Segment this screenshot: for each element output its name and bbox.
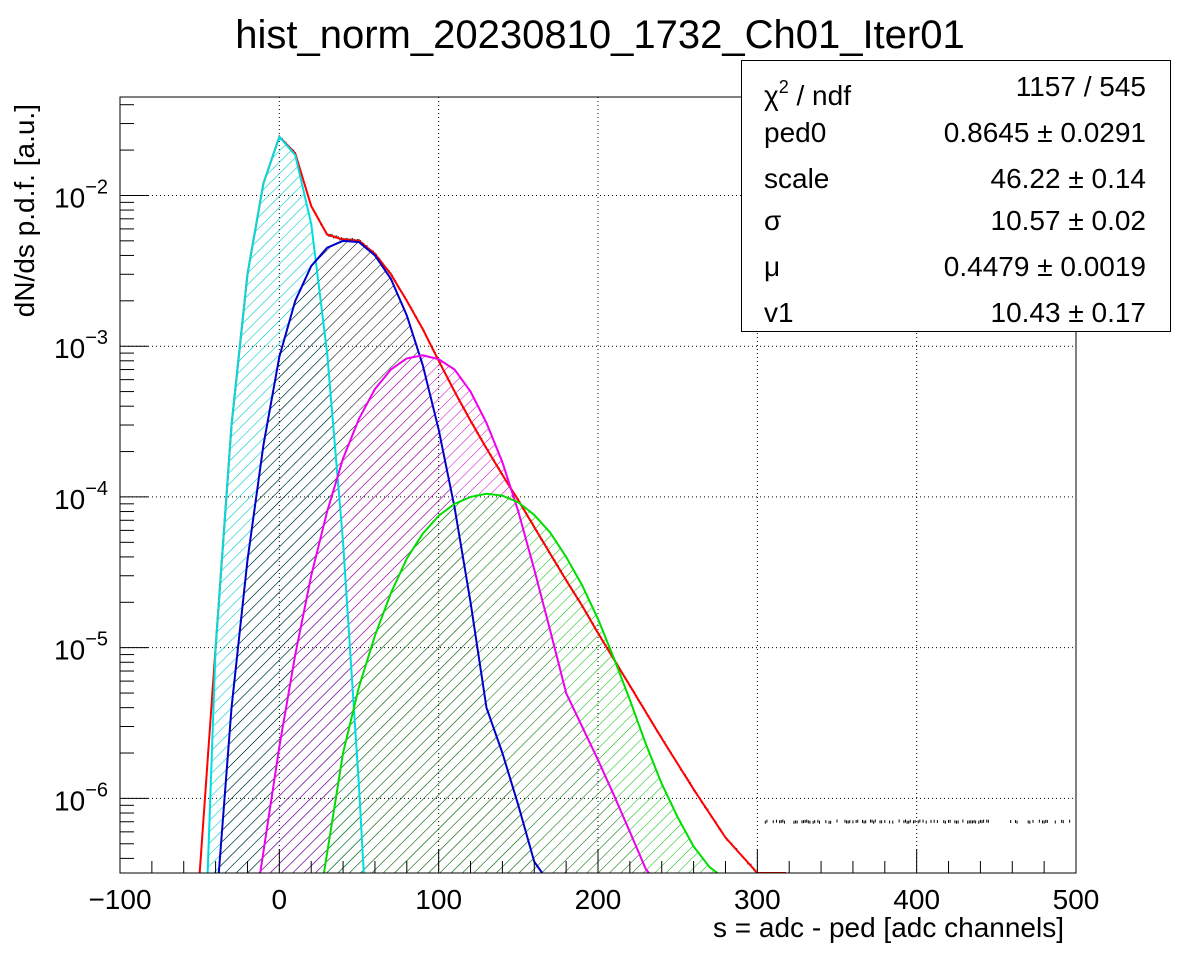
chart-title: hist_norm_20230810_1732_Ch01_Iter01 [235,13,964,57]
stat-value-ped0: 0.8645 ± 0.0291 [943,117,1146,148]
stat-name-v1: v1 [764,297,794,328]
y-tick-label: 10−4 [54,478,108,515]
stat-row-v1: v1 10.43 ± 0.17 [742,291,1170,335]
curve-component-3 [322,492,719,873]
x-tick-label: 100 [415,884,462,915]
x-axis-label: s = adc - ped [adc channels] [713,912,1064,943]
stat-chi-rest: / ndf [788,80,851,111]
stat-row-ped0: ped0 0.8645 ± 0.0291 [742,111,1170,155]
y-tick-label: 10−3 [54,327,108,364]
stat-row-scale: scale 46.22 ± 0.14 [742,157,1170,201]
x-tick-label: −100 [88,884,151,915]
stat-row-sigma: σ 10.57 ± 0.02 [742,199,1170,243]
stat-value-sigma: 10.57 ± 0.02 [990,205,1147,236]
stat-value-v1: 10.43 ± 0.17 [990,297,1147,328]
y-tick-label: 10−5 [54,629,108,666]
x-tick-labels: −100 0 100 200 300 400 500 [88,884,1099,915]
x-tick-label: 400 [893,884,940,915]
y-tick-label: 10−2 [54,176,108,213]
curve-component-2 [259,354,650,873]
fill-component-3 [323,493,718,873]
axis-ticks [119,104,1077,873]
stat-name-sigma: σ [764,205,782,236]
stat-name-scale: scale [764,163,830,194]
stat-chi-exponent: 2 [778,77,789,97]
x-tick-label: 300 [734,884,781,915]
component-fills [207,136,718,873]
curve-component-1 [217,239,544,873]
stat-name-chi2: χ2 / ndf [764,65,851,118]
stat-value-scale: 46.22 ± 0.14 [990,163,1147,194]
stat-name-ped0: ped0 [764,117,827,148]
y-axis-label: dN/ds p.d.f. [a.u.] [9,104,40,317]
y-tick-label: 10−6 [54,779,108,816]
stat-value-mu: 0.4479 ± 0.0019 [943,251,1146,282]
stat-row-chi2: χ2 / ndf 1157 / 545 [742,65,1170,111]
stat-row-mu: μ 0.4479 ± 0.0019 [742,245,1170,289]
stat-name-mu: μ [764,251,781,282]
x-tick-label: 500 [1053,884,1100,915]
fit-curves [198,134,787,873]
stat-value-chi2: 1157 / 545 [1015,71,1146,102]
stat-chi-symbol: χ [764,80,779,111]
y-tick-labels: 10−2 10−3 10−4 10−5 10−6 [54,176,108,816]
x-tick-label: 200 [575,884,622,915]
x-tick-label: 0 [272,884,288,915]
fit-stats-box: χ2 / ndf 1157 / 545 ped0 0.8645 ± 0.0291… [741,60,1171,332]
